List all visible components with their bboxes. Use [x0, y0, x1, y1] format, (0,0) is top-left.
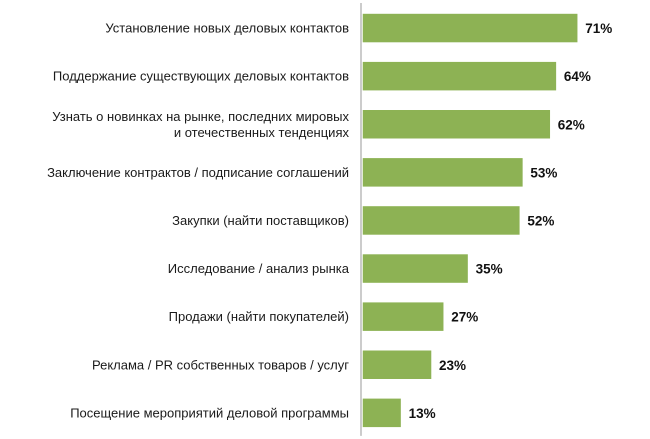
category-label: Узнать о новинках на рынке, последних ми… [52, 109, 349, 140]
category-label: Продажи (найти покупателей) [169, 309, 349, 324]
value-label: 35% [476, 262, 503, 277]
value-label: 53% [530, 165, 557, 180]
category-label: Исследование / анализ рынка [168, 261, 350, 276]
value-labels-group: 71% 64% 62% 53% 52% 35% 27% 23% 13% [409, 21, 613, 421]
bar [361, 108, 552, 140]
category-label: Поддержание существующих деловых контакт… [53, 69, 349, 84]
bar [361, 12, 579, 44]
category-label: Закупки (найти поставщиков) [172, 213, 349, 228]
value-label: 23% [439, 358, 466, 373]
value-label: 62% [558, 117, 585, 132]
value-label: 64% [564, 69, 591, 84]
bar [361, 397, 403, 429]
category-label: Заключение контрактов / подписание согла… [47, 165, 349, 180]
value-label: 71% [585, 21, 612, 36]
bar [361, 252, 470, 285]
value-label: 27% [451, 310, 478, 325]
category-label: Посещение мероприятий деловой программы [70, 405, 349, 420]
category-labels-group: Установление новых деловых контактов Подд… [47, 21, 350, 421]
bars-group [361, 12, 579, 429]
bar [361, 300, 445, 333]
bar [361, 204, 522, 237]
value-label: 52% [527, 213, 554, 228]
bar [361, 156, 525, 189]
category-label: Установление новых деловых контактов [105, 21, 349, 36]
bar [361, 349, 433, 381]
bar [361, 60, 558, 92]
category-label: Реклама / PR собственных товаров / услуг [92, 357, 349, 372]
value-label: 13% [409, 406, 436, 421]
